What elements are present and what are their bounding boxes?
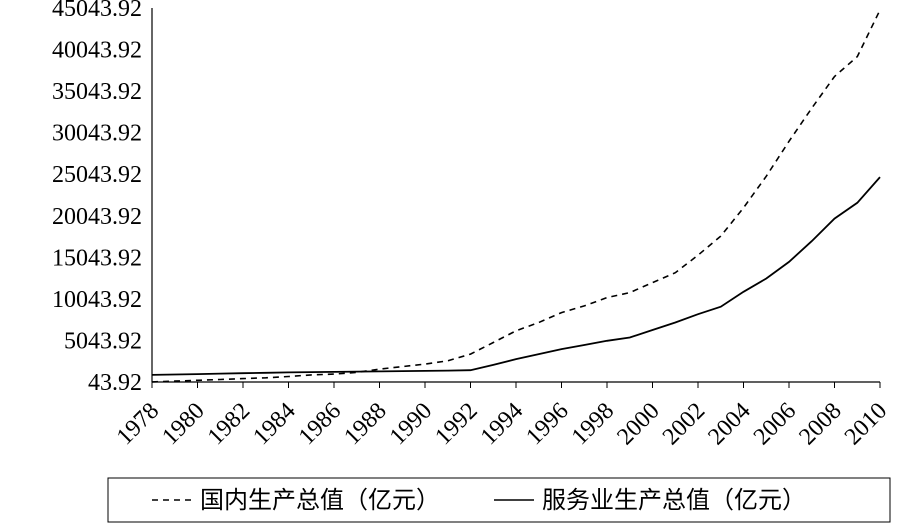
legend-box (107, 477, 891, 523)
x-tick-label: 1988 (339, 398, 391, 450)
x-tick-label: 2004 (703, 398, 755, 450)
y-tick-label: 30043.92 (52, 121, 142, 147)
x-tick-label: 1978 (112, 398, 164, 450)
x-tick-label: 1984 (248, 398, 300, 450)
x-tick-label: 1990 (385, 398, 437, 450)
x-tick-label: 1986 (294, 398, 346, 450)
x-tick-label: 1998 (567, 398, 619, 450)
x-tick-label: 2008 (794, 398, 846, 450)
x-tick-label: 1982 (203, 398, 255, 450)
y-tick-label: 25043.92 (52, 162, 142, 188)
series-line-0 (151, 9, 881, 383)
x-tick-label: 2010 (840, 398, 892, 450)
y-tick-label: 20043.92 (52, 204, 142, 230)
y-tick-label: 15043.92 (52, 245, 142, 271)
x-tick-label: 2002 (658, 398, 710, 450)
legend-label-1: 服务业生产总值（亿元） (542, 487, 806, 514)
x-axis: 1978198019821984198619881990199219941996… (112, 381, 892, 450)
y-axis: 45043.92 40043.92 35043.92 30043.92 25043.92… (52, 0, 153, 396)
x-tick-label: 1992 (430, 398, 482, 450)
x-tick-label: 2000 (612, 398, 664, 450)
legend: 国内生产总值（亿元） 服务业生产总值（亿元） (107, 477, 891, 523)
x-tick-label: 1980 (157, 398, 209, 450)
series-line-1 (151, 176, 881, 376)
x-tick-label: 2006 (749, 398, 801, 450)
x-tick-label: 1994 (476, 398, 528, 450)
y-tick-label: 10043.92 (52, 287, 142, 313)
y-tick-label: 35043.92 (52, 79, 142, 105)
y-tick-label: 45043.92 (52, 0, 142, 22)
y-tick-label: 43.92 (88, 370, 142, 396)
y-tick-label: 40043.92 (52, 38, 142, 64)
legend-label-0: 国内生产总值（亿元） (200, 487, 440, 514)
y-tick-label: 5043.92 (64, 328, 142, 354)
x-tick-label: 1996 (521, 398, 573, 450)
series-layer (151, 9, 881, 383)
